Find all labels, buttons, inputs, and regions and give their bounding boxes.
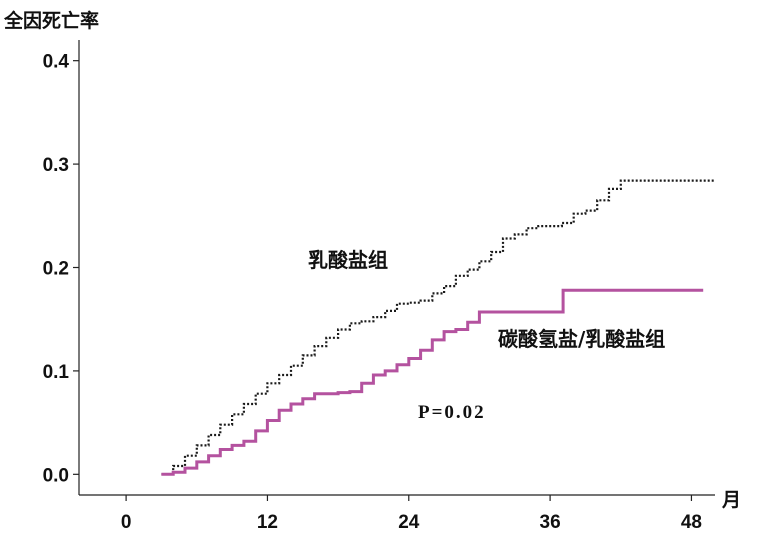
series-line-1 <box>161 288 704 476</box>
x-axis-title: 月 <box>721 489 741 511</box>
series-group <box>161 179 715 476</box>
y-tick-label: 0.0 <box>43 465 69 486</box>
p-value-annotation: P=0.02 <box>418 402 486 423</box>
series-line-0 <box>161 179 715 476</box>
x-tick-label: 24 <box>398 512 420 533</box>
x-ticks: 0 12 24 36 48 <box>121 495 702 533</box>
y-tick-label: 0.1 <box>43 362 70 383</box>
y-axis-title: 全因死亡率 <box>3 9 99 32</box>
series-label-lactate: 乳酸盐组 <box>308 248 388 272</box>
series-label-bicarbonate-lactate: 碳酸氢盐/乳酸盐组 <box>498 327 665 351</box>
x-tick-label: 48 <box>681 512 702 533</box>
y-ticks: 0.0 0.1 0.2 0.3 0.4 <box>43 52 79 486</box>
x-tick-label: 12 <box>257 512 278 533</box>
y-tick-label: 0.2 <box>43 259 69 280</box>
y-tick-label: 0.4 <box>43 52 70 73</box>
x-tick-label: 36 <box>540 512 561 533</box>
y-tick-label: 0.3 <box>43 155 69 176</box>
x-tick-label: 0 <box>121 512 132 533</box>
